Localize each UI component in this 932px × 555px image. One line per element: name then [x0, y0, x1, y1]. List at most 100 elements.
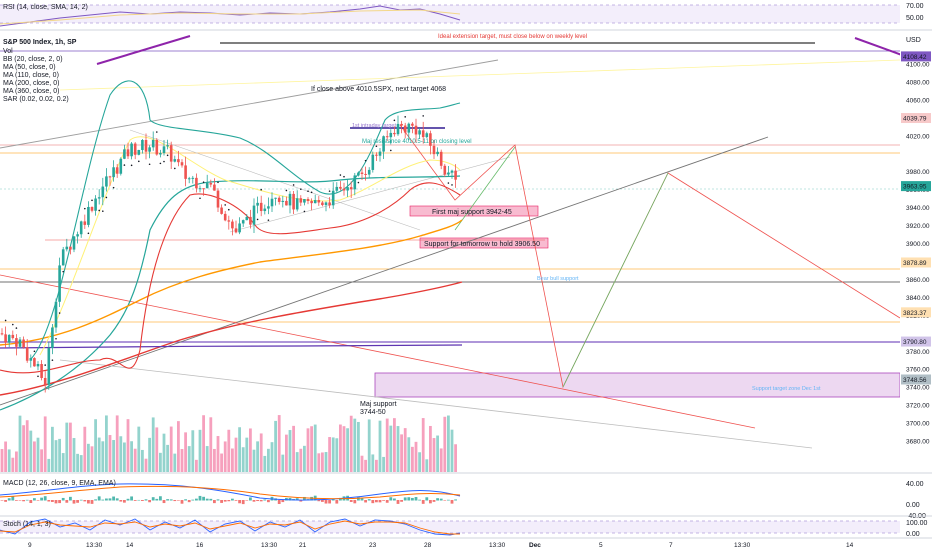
intraday-target-text: 1st intraday target: [352, 123, 396, 129]
macd-bar: [432, 500, 436, 502]
legend: S&P 500 Index, 1h, SP Vol BB (20, close,…: [3, 39, 77, 103]
candle-body: [112, 167, 115, 178]
sar-dot: [105, 196, 108, 199]
macd-bar: [220, 500, 223, 503]
volume-bar: [213, 448, 216, 472]
volume-bar: [18, 415, 22, 472]
volume-bar: [191, 430, 195, 472]
annotations: Ideal extension target, must close below…: [311, 34, 821, 416]
macd-bar: [51, 500, 54, 502]
indicator-2: MA (50, close, 0): [3, 64, 56, 71]
price-badge: [901, 374, 931, 385]
macd-bar: [267, 500, 270, 503]
volume-bar: [342, 426, 346, 472]
macd-bar: [191, 499, 195, 501]
volume-bar: [43, 416, 47, 472]
price-badge: [901, 51, 931, 62]
candle-body: [299, 198, 303, 203]
macd-bar: [407, 497, 411, 501]
volume-bar: [137, 426, 141, 472]
sar-dot: [58, 312, 61, 314]
volume-bar: [364, 459, 367, 472]
macd-bar: [58, 500, 61, 504]
first-support-box: [409, 205, 539, 217]
price-tick: 3980.00: [906, 169, 930, 176]
macd-bar: [162, 500, 166, 504]
candle-body: [220, 207, 223, 214]
volume-bar: [65, 422, 69, 472]
volume-bar: [94, 419, 97, 472]
volume-bar: [414, 441, 418, 472]
macd-bar: [385, 500, 389, 503]
candle-body: [69, 246, 72, 250]
main-pane: [0, 35, 911, 449]
candle-body: [148, 147, 151, 152]
macd-bar: [439, 498, 443, 501]
macd-bar: [299, 500, 303, 502]
candle-body: [382, 136, 385, 152]
sar-dot: [159, 162, 162, 165]
volume-bar: [216, 436, 220, 472]
volume-bar: [393, 418, 396, 472]
candle-body: [22, 339, 25, 348]
macd-bar: [400, 500, 403, 502]
volume-bar: [47, 458, 51, 472]
candle-body: [43, 377, 47, 385]
volume-bar: [0, 449, 4, 472]
price-badge: [901, 257, 931, 268]
volume-bar: [58, 438, 61, 472]
sar-dot: [228, 208, 230, 211]
candle-body: [432, 145, 436, 155]
indicator-1: BB (20, close, 2, 0): [3, 56, 63, 63]
macd-bar: [321, 500, 324, 502]
volume-bar: [371, 454, 375, 472]
macd-bar: [15, 500, 18, 501]
volume-bar: [281, 454, 285, 472]
price-tick: 3740.00: [906, 385, 930, 392]
candle-body: [216, 190, 220, 208]
volume-bar: [411, 446, 414, 472]
macd-bar: [79, 499, 83, 501]
candle-body: [259, 202, 263, 212]
price-tick: 3700.00: [906, 421, 930, 428]
macd-bar: [0, 500, 4, 501]
macd-line: [0, 483, 461, 501]
candle-body: [166, 145, 169, 147]
time-tick: 16: [196, 542, 204, 549]
volume-bar: [187, 446, 191, 472]
volume-bar: [177, 421, 180, 472]
volume-bar: [292, 425, 295, 472]
price-badge-label: 4108.42: [903, 54, 927, 61]
macd-bar: [198, 495, 202, 501]
close-above-text: If close above 4010.5SPX, next target 40…: [311, 86, 446, 93]
sar-dot: [87, 232, 90, 235]
sar-dot: [123, 164, 126, 166]
macd-bar: [133, 500, 137, 501]
candle-body: [421, 130, 425, 138]
candle-body: [79, 221, 83, 235]
macd-bar: [184, 499, 187, 501]
ideal-ext-text: Ideal extension target, must close below…: [438, 34, 587, 40]
macd-bar: [396, 500, 400, 504]
macd-bar: [65, 500, 69, 503]
sar-dot: [130, 164, 133, 167]
candle-body: [18, 339, 22, 347]
candle-body: [256, 202, 259, 206]
candle-body: [137, 150, 141, 155]
stoch-k-line: [0, 518, 461, 536]
rsi-tick-50: 50.00: [906, 15, 924, 22]
volume-bar: [22, 425, 25, 472]
sar-dot: [451, 184, 453, 186]
candle-body: [213, 184, 216, 191]
sar-dot: [343, 175, 345, 178]
candle-body: [209, 183, 213, 185]
volume-bar: [295, 452, 299, 472]
volume-bar: [367, 419, 371, 472]
macd-bar: [436, 498, 439, 501]
volume-bar: [173, 453, 177, 472]
candle-body: [306, 199, 310, 202]
candle-body: [47, 347, 51, 385]
volume-bar: [25, 420, 29, 472]
sar-dot: [422, 115, 425, 117]
